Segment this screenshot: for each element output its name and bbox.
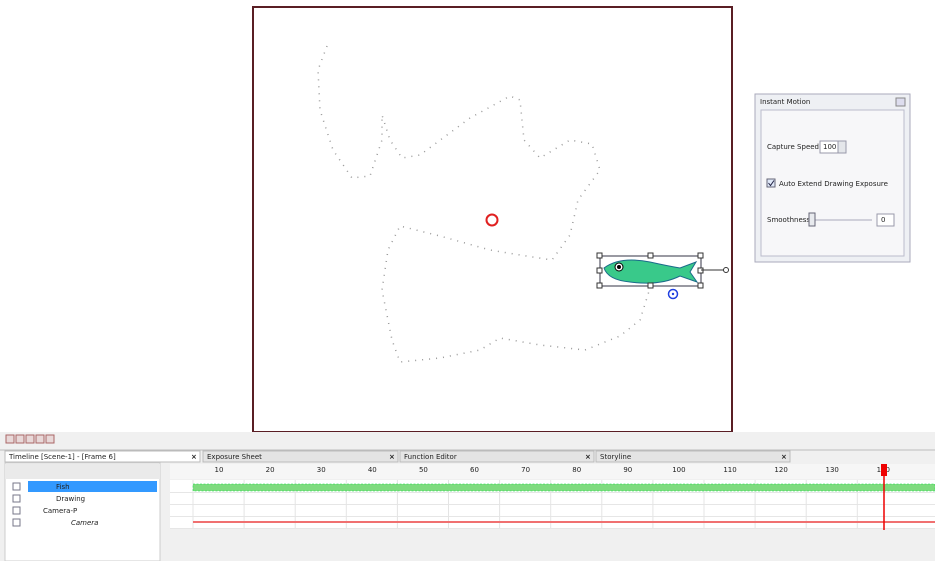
layer-checkbox[interactable] [12, 506, 21, 515]
ruler-label: 130 [826, 466, 839, 474]
layer-checkbox[interactable] [12, 482, 21, 491]
smoothness-value: 0 [881, 216, 885, 224]
ruler-label: 80 [572, 466, 581, 474]
panel-close[interactable] [895, 97, 906, 107]
tab-close: × [191, 453, 197, 461]
layer-name[interactable]: Drawing [56, 495, 85, 503]
ruler-label: 30 [317, 466, 326, 474]
frame-ruler [170, 464, 935, 479]
timeline-toolbar[interactable] [5, 434, 55, 444]
tab-close: × [781, 453, 787, 461]
fish-drawing[interactable] [603, 259, 699, 284]
rotate-knob[interactable] [723, 267, 729, 273]
panel-body [760, 109, 905, 257]
pivot-dot [671, 292, 675, 296]
tab-close: × [389, 453, 395, 461]
auto-extend-label: Auto Extend Drawing Exposure [779, 180, 888, 188]
layer-name[interactable]: Fish [56, 483, 70, 491]
tab-label: Storyline [600, 453, 631, 461]
layer-selected [28, 481, 157, 492]
tab[interactable] [4, 450, 201, 463]
smoothness-input[interactable] [876, 213, 895, 227]
layer-name[interactable]: Camera [71, 519, 98, 527]
tab-label: Exposure Sheet [207, 453, 262, 461]
ruler-label: 110 [723, 466, 736, 474]
tab-label: Timeline [Scene-1] - [Frame 6] [8, 453, 116, 461]
smoothness-slider[interactable] [808, 212, 816, 227]
layer-checkbox[interactable] [12, 494, 21, 503]
ruler-label: 70 [521, 466, 530, 474]
tab[interactable] [595, 450, 791, 463]
smoothness-label: Smoothness [767, 216, 810, 224]
tab-label: Function Editor [404, 453, 457, 461]
layer-list [4, 462, 161, 561]
auto-extend-checkbox[interactable] [766, 178, 776, 188]
capture-speed-value: 100 [823, 143, 836, 151]
drawing-canvas[interactable] [252, 6, 733, 433]
check-mark [768, 180, 775, 187]
tab[interactable] [202, 450, 399, 463]
layer-toolbar [5, 464, 160, 479]
ruler-label: 120 [774, 466, 787, 474]
fish-exposure-track[interactable] [192, 483, 935, 492]
capture-speed-spinner[interactable] [837, 140, 847, 154]
tab-close: × [585, 453, 591, 461]
ruler-label: 100 [672, 466, 685, 474]
playhead-handle[interactable] [881, 464, 887, 476]
pivot-marker[interactable] [485, 213, 499, 227]
ruler-label: 60 [470, 466, 479, 474]
motion-path [317, 45, 651, 363]
pivot-point[interactable] [667, 288, 679, 300]
layer-checkbox[interactable] [12, 518, 21, 527]
ruler-label: 40 [368, 466, 377, 474]
ruler-label: 20 [266, 466, 275, 474]
ruler-label: 50 [419, 466, 428, 474]
tab[interactable] [399, 450, 595, 463]
ruler-label: 90 [623, 466, 632, 474]
capture-speed-label: Capture Speed: [767, 143, 821, 151]
ruler-label: 10 [215, 466, 224, 474]
panel-title: Instant Motion [760, 98, 810, 106]
layer-name[interactable]: Camera-P [43, 507, 77, 515]
